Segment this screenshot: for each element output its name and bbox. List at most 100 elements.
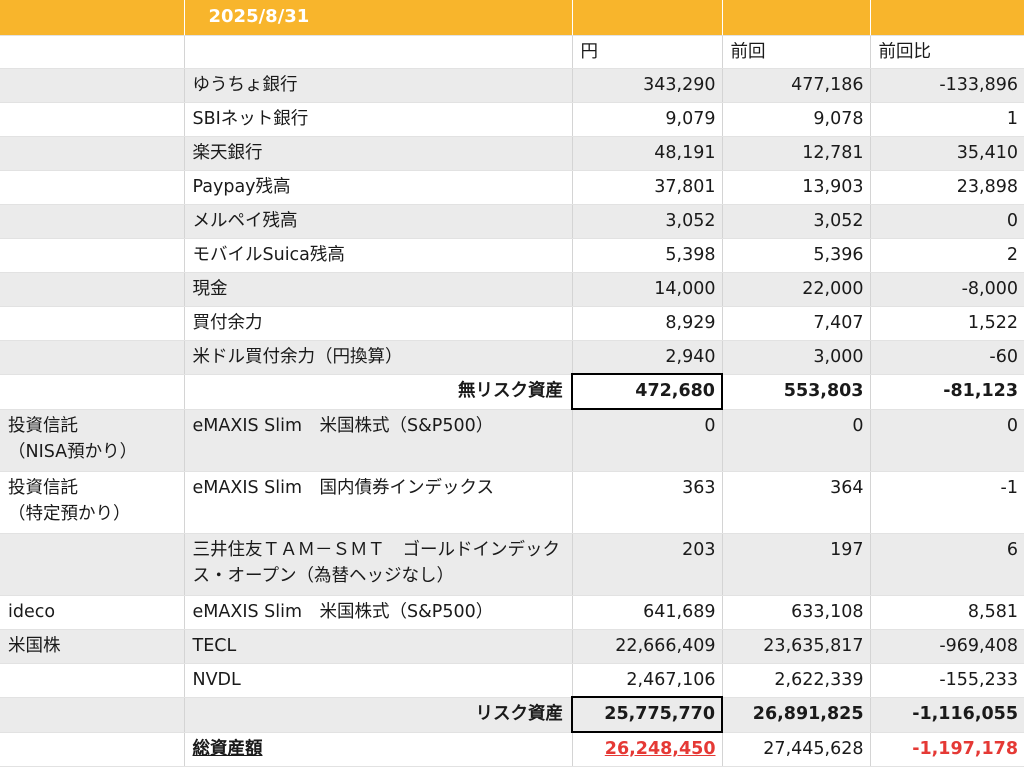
- risk-yen[interactable]: 25,775,770: [571, 696, 723, 733]
- item-name-cell[interactable]: 楽天銀行: [184, 136, 573, 171]
- category-cell[interactable]: [0, 238, 185, 273]
- diff-cell[interactable]: 1,522: [870, 306, 1024, 341]
- yen-cell[interactable]: 0: [572, 409, 723, 472]
- yen-cell[interactable]: 22,666,409: [572, 629, 723, 664]
- category-cell[interactable]: [0, 204, 185, 239]
- prev-cell[interactable]: 364: [722, 471, 871, 534]
- category-cell[interactable]: [0, 68, 185, 103]
- cell[interactable]: [184, 35, 573, 69]
- item-name-cell[interactable]: eMAXIS Slim 国内債券インデックス: [184, 471, 573, 534]
- prev-cell[interactable]: 5,396: [722, 238, 871, 273]
- prev-cell[interactable]: 477,186: [722, 68, 871, 103]
- item-name-cell[interactable]: TECL: [184, 629, 573, 664]
- diff-cell[interactable]: 0: [870, 409, 1024, 472]
- diff-cell[interactable]: -969,408: [870, 629, 1024, 664]
- diff-cell[interactable]: 0: [870, 204, 1024, 239]
- item-name-cell[interactable]: 米ドル買付余力（円換算）: [184, 340, 573, 375]
- category-cell[interactable]: [0, 102, 185, 137]
- category-cell[interactable]: [0, 272, 185, 307]
- cell[interactable]: [0, 697, 185, 733]
- yen-cell[interactable]: 8,929: [572, 306, 723, 341]
- diff-cell[interactable]: 35,410: [870, 136, 1024, 171]
- item-name-cell[interactable]: eMAXIS Slim 米国株式（S&P500）: [184, 409, 573, 472]
- prev-cell[interactable]: 22,000: [722, 272, 871, 307]
- cell[interactable]: [0, 35, 185, 69]
- col-header-yen[interactable]: 円: [572, 35, 723, 69]
- riskfree-diff[interactable]: -81,123: [870, 374, 1024, 410]
- item-name-cell[interactable]: モバイルSuica残高: [184, 238, 573, 273]
- yen-cell[interactable]: 2,940: [572, 340, 723, 375]
- category-cell[interactable]: 投資信託 （NISA預かり）: [0, 409, 185, 472]
- item-name-cell[interactable]: 三井住友ＴＡＭ－ＳＭＴ ゴールドインデックス・オープン（為替ヘッジなし）: [184, 533, 573, 596]
- item-name-cell[interactable]: 現金: [184, 272, 573, 307]
- diff-cell[interactable]: -1: [870, 471, 1024, 534]
- diff-cell[interactable]: 8,581: [870, 595, 1024, 630]
- category-cell[interactable]: 投資信託 （特定預かり）: [0, 471, 185, 534]
- category-cell[interactable]: [0, 306, 185, 341]
- header-cell-blank[interactable]: [0, 0, 185, 36]
- yen-cell[interactable]: 14,000: [572, 272, 723, 307]
- prev-cell[interactable]: 23,635,817: [722, 629, 871, 664]
- category-cell[interactable]: [0, 170, 185, 205]
- category-cell[interactable]: [0, 136, 185, 171]
- header-cell-blank[interactable]: [572, 0, 723, 36]
- risk-label[interactable]: リスク資産: [184, 697, 573, 733]
- diff-cell[interactable]: 2: [870, 238, 1024, 273]
- yen-cell[interactable]: 641,689: [572, 595, 723, 630]
- yen-cell[interactable]: 37,801: [572, 170, 723, 205]
- prev-cell[interactable]: 3,000: [722, 340, 871, 375]
- yen-cell[interactable]: 2,467,106: [572, 663, 723, 698]
- yen-cell[interactable]: 203: [572, 533, 723, 596]
- prev-cell[interactable]: 12,781: [722, 136, 871, 171]
- item-name-cell[interactable]: Paypay残高: [184, 170, 573, 205]
- category-cell[interactable]: ideco: [0, 595, 185, 630]
- diff-cell[interactable]: 6: [870, 533, 1024, 596]
- item-name-cell[interactable]: 買付余力: [184, 306, 573, 341]
- riskfree-yen[interactable]: 472,680: [571, 373, 723, 410]
- total-diff[interactable]: -1,197,178: [870, 732, 1024, 767]
- total-prev[interactable]: 27,445,628: [722, 732, 871, 767]
- category-cell[interactable]: [0, 663, 185, 698]
- prev-cell[interactable]: 197: [722, 533, 871, 596]
- diff-cell[interactable]: 1: [870, 102, 1024, 137]
- item-name-cell[interactable]: NVDL: [184, 663, 573, 698]
- riskfree-label[interactable]: 無リスク資産: [184, 374, 573, 410]
- risk-diff[interactable]: -1,116,055: [870, 697, 1024, 733]
- header-cell-blank[interactable]: [722, 0, 871, 36]
- diff-cell[interactable]: -133,896: [870, 68, 1024, 103]
- col-header-diff[interactable]: 前回比: [870, 35, 1024, 69]
- prev-cell[interactable]: 3,052: [722, 204, 871, 239]
- category-cell[interactable]: [0, 533, 185, 596]
- yen-cell[interactable]: 9,079: [572, 102, 723, 137]
- cell[interactable]: [0, 732, 185, 767]
- yen-cell[interactable]: 48,191: [572, 136, 723, 171]
- item-name-cell[interactable]: ゆうちょ銀行: [184, 68, 573, 103]
- header-date[interactable]: 2025/8/31: [184, 0, 573, 36]
- item-name-cell[interactable]: メルペイ残高: [184, 204, 573, 239]
- diff-cell[interactable]: 23,898: [870, 170, 1024, 205]
- yen-cell[interactable]: 3,052: [572, 204, 723, 239]
- prev-cell[interactable]: 0: [722, 409, 871, 472]
- prev-cell[interactable]: 633,108: [722, 595, 871, 630]
- yen-cell[interactable]: 5,398: [572, 238, 723, 273]
- riskfree-prev[interactable]: 553,803: [722, 374, 871, 410]
- prev-cell[interactable]: 7,407: [722, 306, 871, 341]
- cell[interactable]: [0, 374, 185, 410]
- diff-cell[interactable]: -155,233: [870, 663, 1024, 698]
- category-cell[interactable]: [0, 340, 185, 375]
- yen-cell[interactable]: 363: [572, 471, 723, 534]
- yen-cell[interactable]: 343,290: [572, 68, 723, 103]
- item-name-cell[interactable]: SBIネット銀行: [184, 102, 573, 137]
- col-header-prev[interactable]: 前回: [722, 35, 871, 69]
- diff-cell[interactable]: -8,000: [870, 272, 1024, 307]
- header-cell-blank[interactable]: [870, 0, 1024, 36]
- item-name-cell[interactable]: eMAXIS Slim 米国株式（S&P500）: [184, 595, 573, 630]
- prev-cell[interactable]: 2,622,339: [722, 663, 871, 698]
- total-yen[interactable]: 26,248,450: [572, 732, 723, 767]
- prev-cell[interactable]: 13,903: [722, 170, 871, 205]
- risk-prev[interactable]: 26,891,825: [722, 697, 871, 733]
- prev-cell[interactable]: 9,078: [722, 102, 871, 137]
- category-cell[interactable]: 米国株: [0, 629, 185, 664]
- diff-cell[interactable]: -60: [870, 340, 1024, 375]
- total-label[interactable]: 総資産額: [184, 732, 573, 767]
